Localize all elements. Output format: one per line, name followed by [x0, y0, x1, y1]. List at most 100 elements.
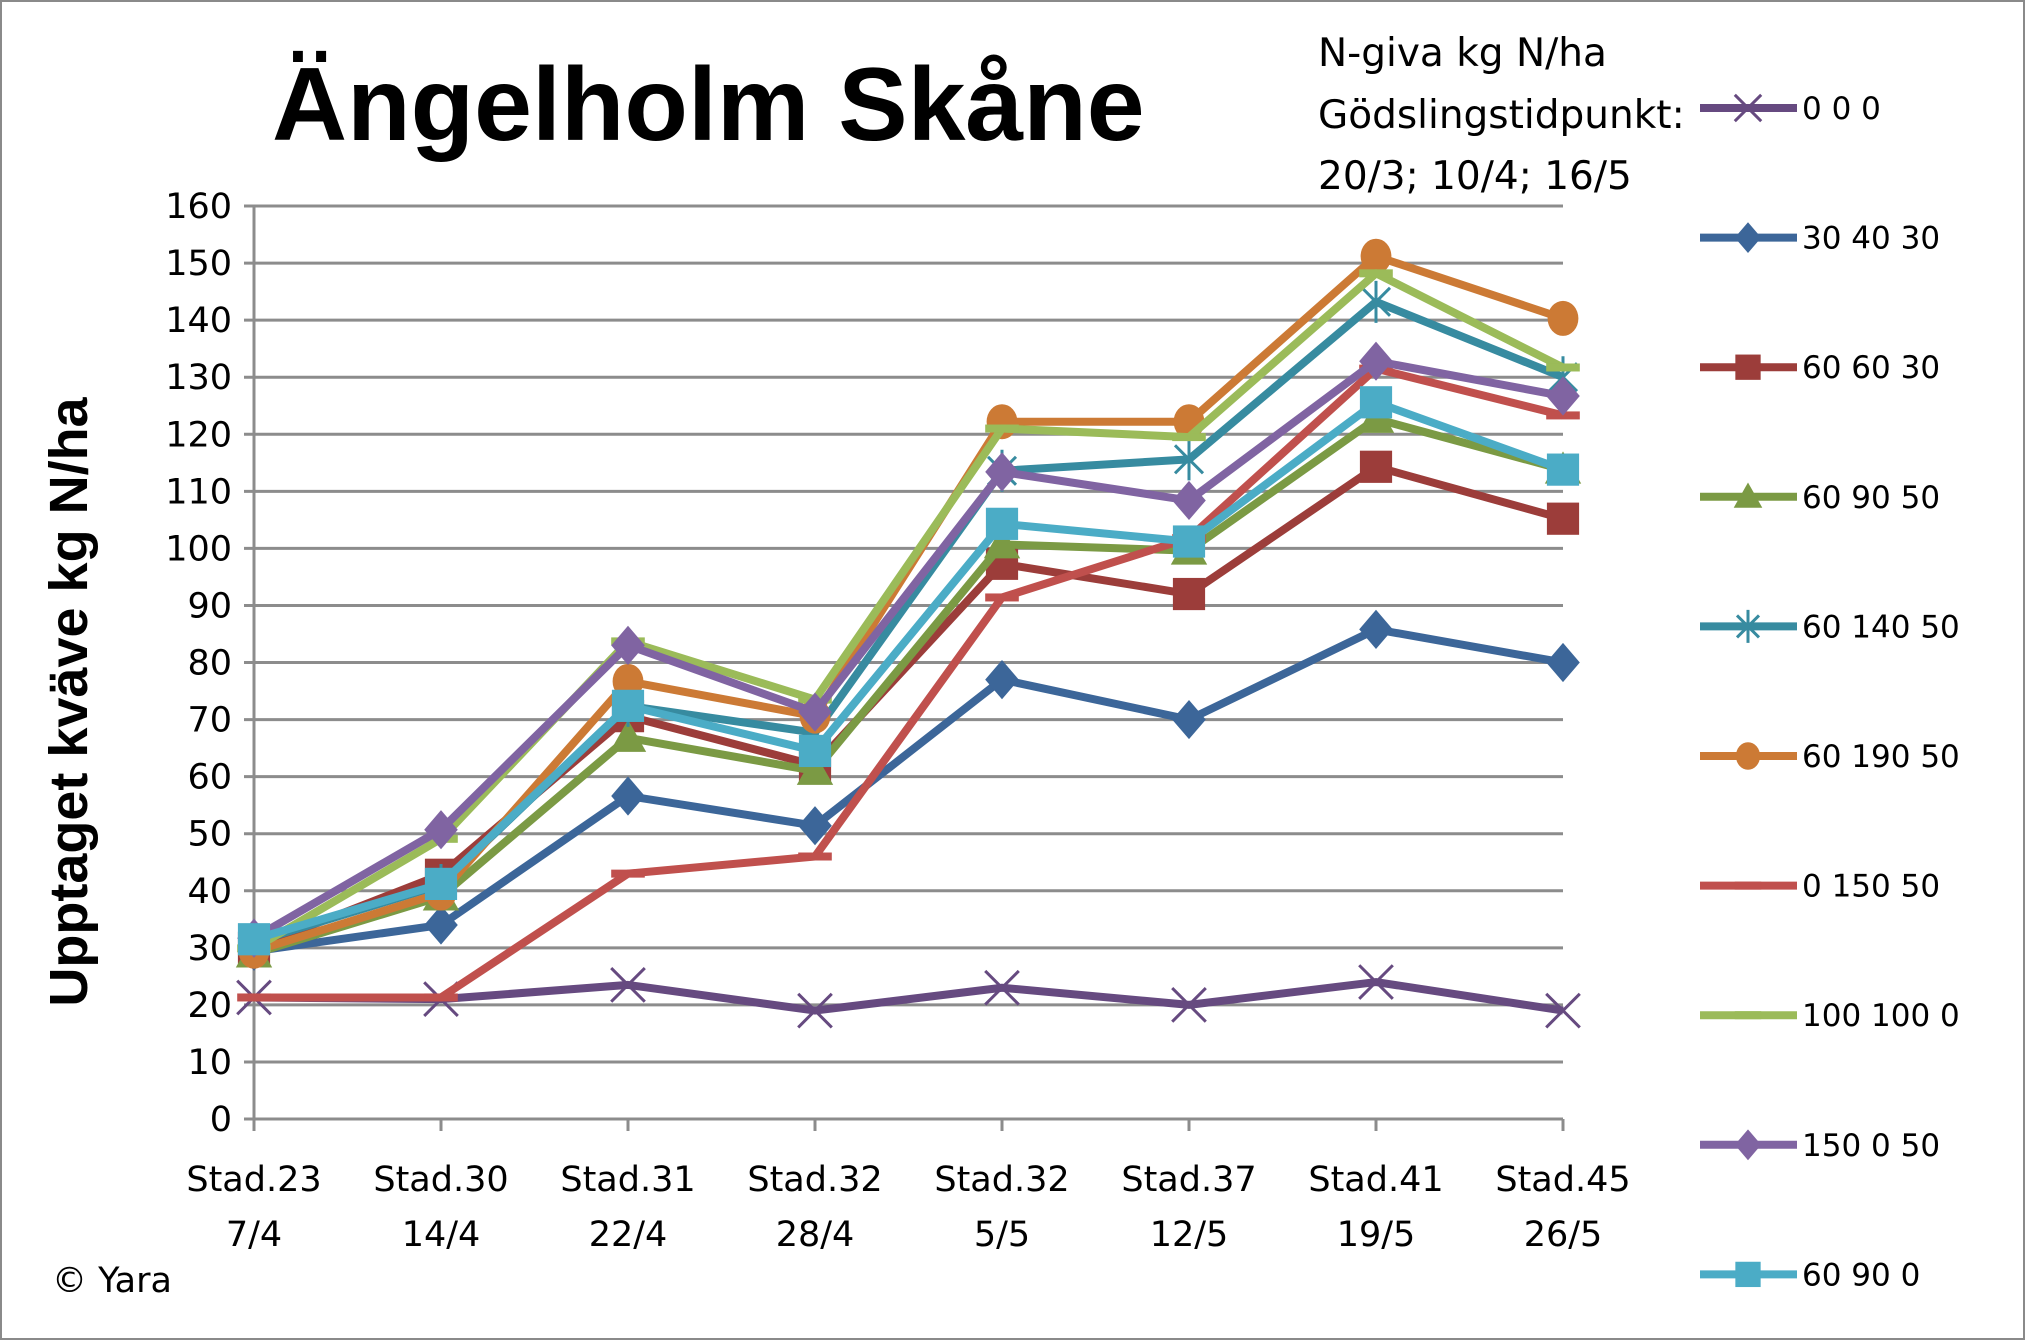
x-tick-label: Stad.32	[934, 1160, 1069, 1200]
marker-circle	[1735, 742, 1761, 770]
series-0-0-0	[236, 964, 1581, 1029]
marker-x	[1545, 992, 1581, 1029]
series-line	[252, 398, 1565, 944]
marker-square	[1546, 502, 1580, 535]
marker-square	[237, 923, 271, 956]
marker-dash	[798, 852, 832, 861]
marker-square	[1359, 386, 1393, 419]
marker-x	[610, 967, 646, 1003]
x-tick-label: 26/5	[1524, 1215, 1603, 1255]
annotation-line-3: 20/3; 10/4; 16/5	[1318, 154, 1632, 199]
y-tick-label: 110	[165, 472, 232, 512]
x-tick-label: Stad.45	[1495, 1160, 1630, 1200]
legend-item: 0 150 50	[1700, 869, 1940, 905]
y-tick-label: 120	[165, 415, 232, 455]
y-tick-label: 140	[165, 301, 232, 341]
legend-label: 60 140 50	[1802, 609, 1960, 645]
y-axis-label: Upptaget kväve kg N/ha	[39, 396, 99, 1006]
y-tick-label: 90	[187, 586, 232, 626]
series-line	[253, 625, 1564, 956]
marker-square	[798, 734, 832, 768]
gridlines	[244, 204, 1563, 1064]
marker-star	[1173, 438, 1205, 481]
marker-diamond	[985, 452, 1019, 492]
legend-label: 150 0 50	[1802, 1128, 1940, 1164]
legend-item: 0 0 0	[1700, 91, 1881, 127]
y-tick-label: 70	[187, 701, 232, 741]
x-tick-label: Stad.31	[560, 1160, 695, 1200]
legend-label: 30 40 30	[1802, 221, 1940, 257]
y-tick-label: 100	[165, 529, 232, 569]
marker-triangle	[609, 719, 647, 752]
marker-square	[985, 507, 1019, 540]
marker-dash	[237, 993, 271, 1002]
marker-square	[424, 867, 458, 901]
marker-star	[1735, 609, 1761, 643]
marker-square	[611, 689, 645, 722]
legend-label: 0 0 0	[1802, 91, 1881, 127]
legend-label: 0 150 50	[1802, 869, 1940, 905]
series-line	[251, 357, 1564, 942]
x-tick-label: 12/5	[1150, 1215, 1229, 1255]
series-line	[254, 364, 1564, 1002]
marker-dash	[985, 593, 1019, 602]
x-tick-label: Stad.23	[186, 1160, 321, 1200]
legend-item: 60 140 50	[1700, 609, 1960, 645]
marker-diamond	[1359, 609, 1393, 650]
x-tick-label: Stad.32	[747, 1160, 882, 1200]
marker-diamond	[1172, 699, 1206, 740]
y-tick-label: 130	[165, 358, 232, 398]
legend-item: 30 40 30	[1700, 221, 1940, 257]
legend-item: 100 100 0	[1700, 998, 1960, 1034]
chart-title: Ängelholm Skåne	[272, 47, 1145, 163]
marker-square	[1172, 577, 1206, 611]
marker-diamond	[798, 806, 832, 846]
marker-circle	[1360, 238, 1392, 274]
marker-dash	[1734, 1011, 1762, 1020]
series-line	[253, 978, 1564, 1015]
legend-label: 60 60 30	[1802, 350, 1940, 386]
x-tick-label: 14/4	[402, 1215, 481, 1255]
legend: 0 0 0 30 40 30 60 60 30 60 90 50 60 140 50 60…	[1700, 91, 1960, 1293]
series-60-90-0	[237, 386, 1580, 956]
marker-square	[1546, 453, 1580, 486]
marker-square	[1735, 1261, 1761, 1288]
legend-label: 100 100 0	[1802, 998, 1960, 1034]
marker-diamond	[424, 905, 458, 945]
y-tick-label: 40	[187, 872, 232, 912]
y-tick-label: 20	[187, 986, 232, 1026]
marker-diamond	[424, 810, 458, 850]
marker-dash	[1734, 881, 1762, 890]
marker-diamond	[1734, 1129, 1762, 1161]
copyright: © Yara	[52, 1261, 172, 1301]
x-tick-label: 22/4	[589, 1215, 668, 1255]
marker-square	[1172, 525, 1206, 558]
legend-item: 60 90 0	[1700, 1257, 1920, 1293]
marker-dash	[1359, 269, 1393, 278]
x-tick-label: Stad.30	[373, 1160, 508, 1200]
series-group	[235, 238, 1582, 1029]
marker-circle	[1547, 300, 1579, 336]
y-tick-label: 0	[210, 1100, 232, 1140]
marker-triangle	[796, 752, 834, 785]
marker-diamond	[1359, 341, 1393, 381]
y-tick-label: 150	[165, 244, 232, 284]
x-tick-label: 7/4	[226, 1215, 282, 1255]
series-line	[252, 462, 1565, 952]
x-tick-label: 28/4	[776, 1215, 855, 1255]
legend-item: 60 190 50	[1700, 739, 1960, 775]
marker-square	[1735, 354, 1761, 380]
legend-label: 60 190 50	[1802, 739, 1960, 775]
marker-diamond	[611, 625, 645, 665]
y-tick-label: 50	[187, 815, 232, 855]
marker-x	[1358, 964, 1394, 1000]
marker-dash	[424, 993, 458, 1002]
marker-diamond	[798, 692, 832, 732]
legend-label: 60 90 50	[1802, 480, 1940, 516]
y-tick-label: 10	[187, 1043, 232, 1083]
marker-dash	[1172, 433, 1206, 442]
legend-item: 60 90 50	[1700, 480, 1940, 516]
legend-label: 60 90 0	[1802, 1257, 1920, 1293]
marker-triangle	[1733, 482, 1763, 508]
